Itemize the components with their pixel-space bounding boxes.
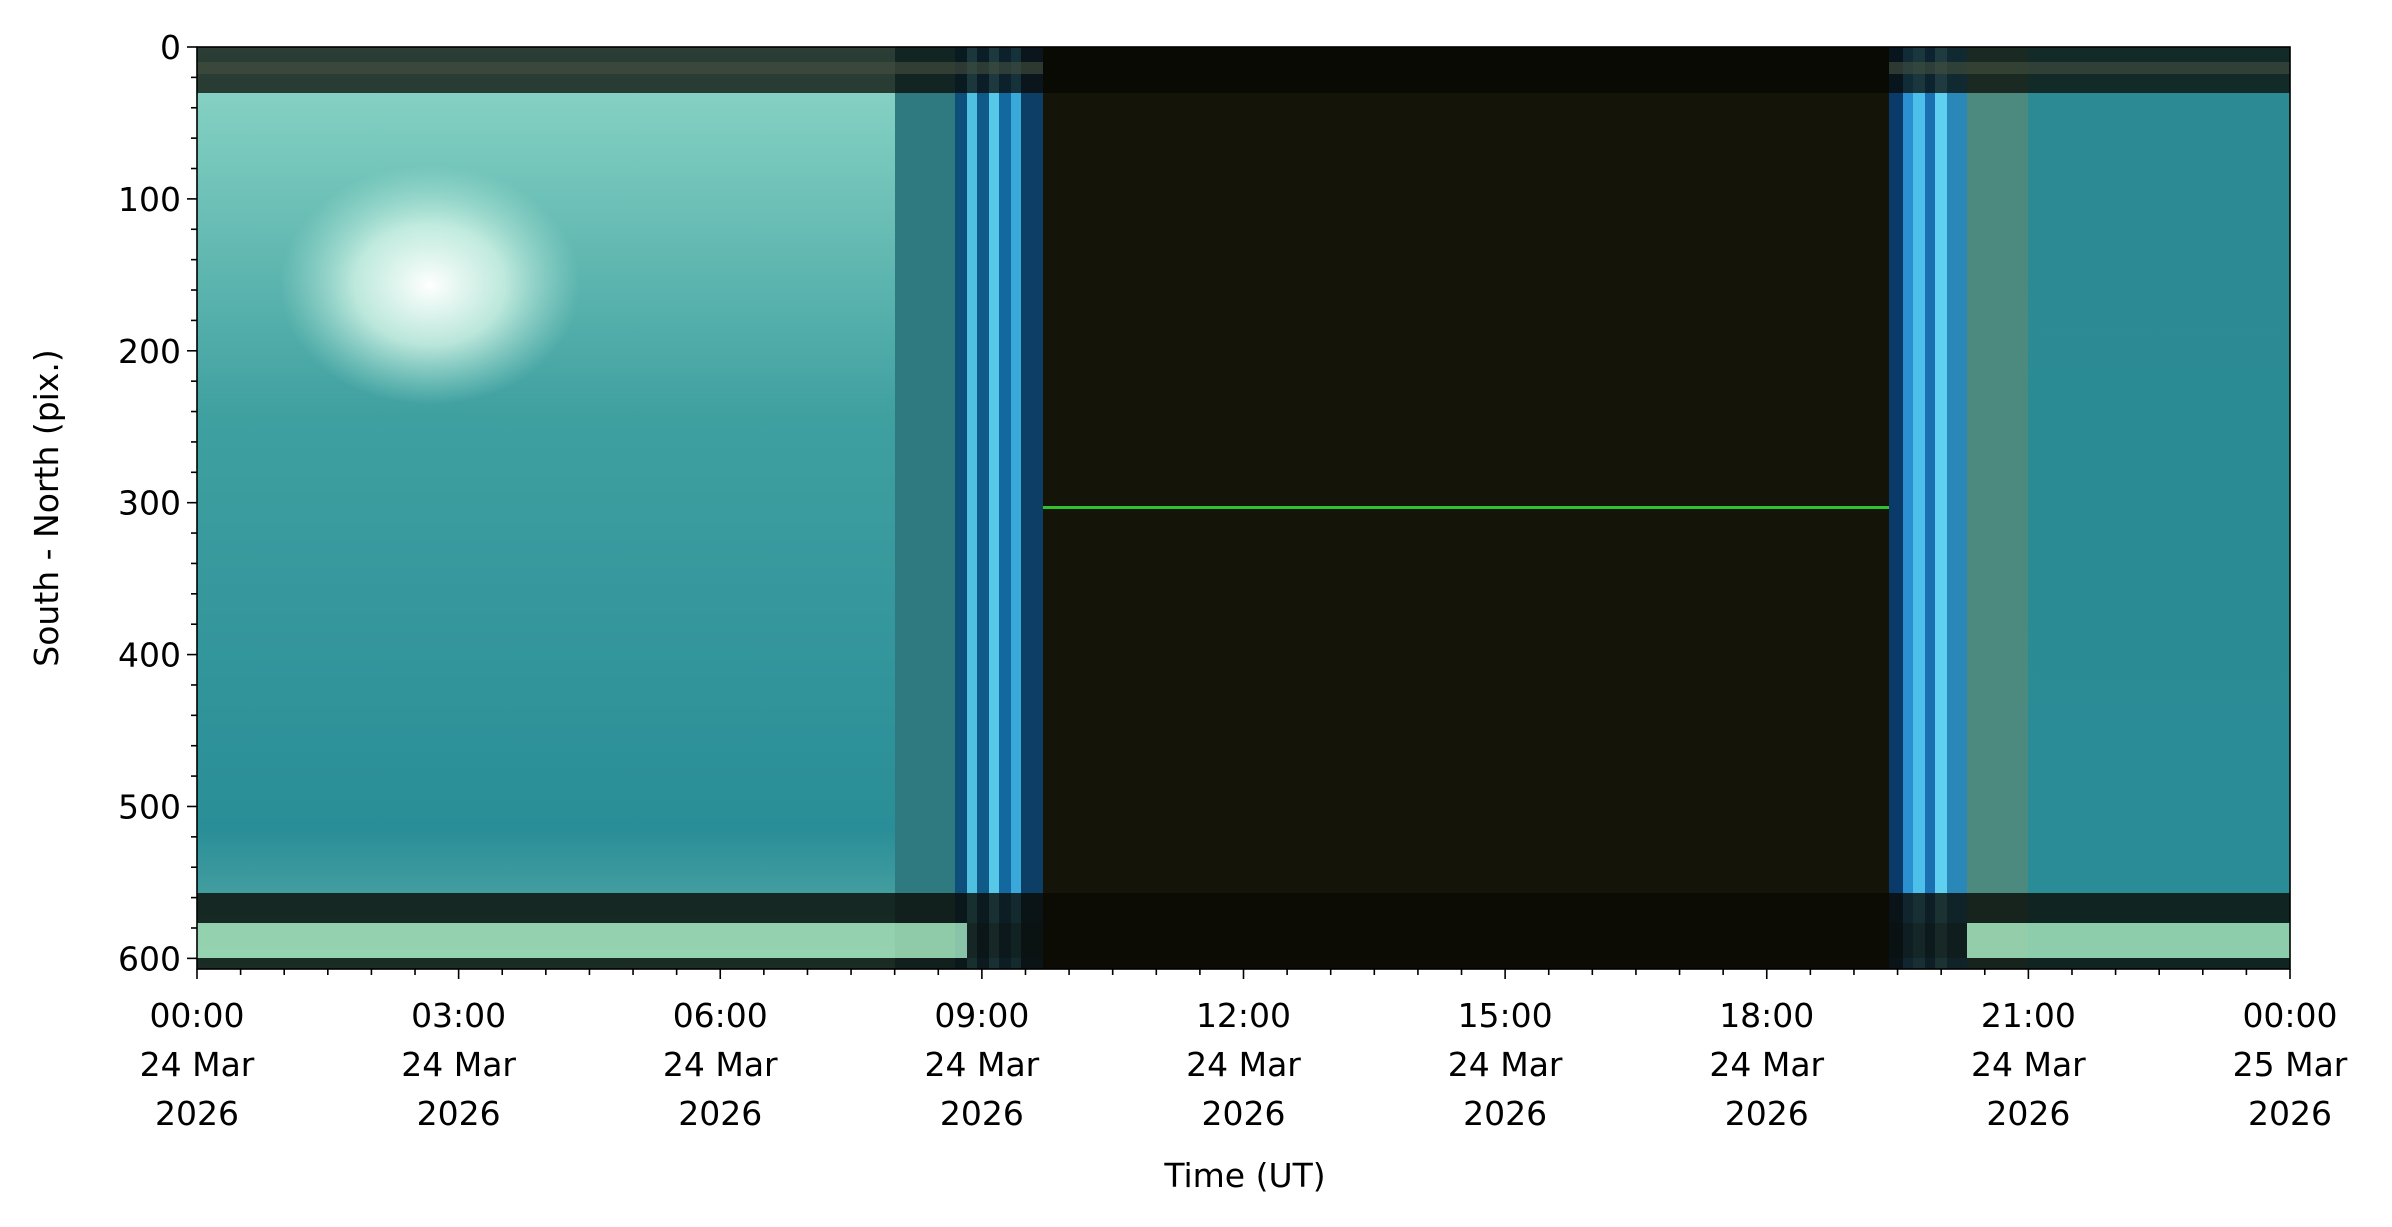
x-tick-label: 21:00 24 Mar 2026 (1971, 996, 2086, 1133)
keogram-image (197, 47, 2290, 969)
y-tick-label: 500 (118, 787, 181, 826)
x-tick-label: 00:00 24 Mar 2026 (140, 996, 255, 1133)
y-tick-label: 300 (118, 484, 181, 523)
x-tick-label: 12:00 24 Mar 2026 (1186, 996, 1301, 1133)
y-tick-label: 600 (118, 939, 181, 978)
x-tick-label: 15:00 24 Mar 2026 (1448, 996, 1563, 1133)
x-tick-label: 00:00 25 Mar 2026 (2233, 996, 2348, 1133)
y-tick-label: 200 (118, 332, 181, 371)
y-axis-label: South - North (pix.) (27, 349, 66, 666)
y-tick-label: 100 (118, 180, 181, 219)
x-tick-label: 03:00 24 Mar 2026 (401, 996, 516, 1133)
y-tick-label: 400 (118, 636, 181, 675)
x-axis-label: Time (UT) (1163, 1156, 1325, 1195)
x-tick-label: 06:00 24 Mar 2026 (663, 996, 778, 1133)
x-tick-label: 09:00 24 Mar 2026 (925, 996, 1040, 1133)
y-tick-label: 0 (160, 28, 181, 67)
x-tick-label: 18:00 24 Mar 2026 (1709, 996, 1824, 1133)
